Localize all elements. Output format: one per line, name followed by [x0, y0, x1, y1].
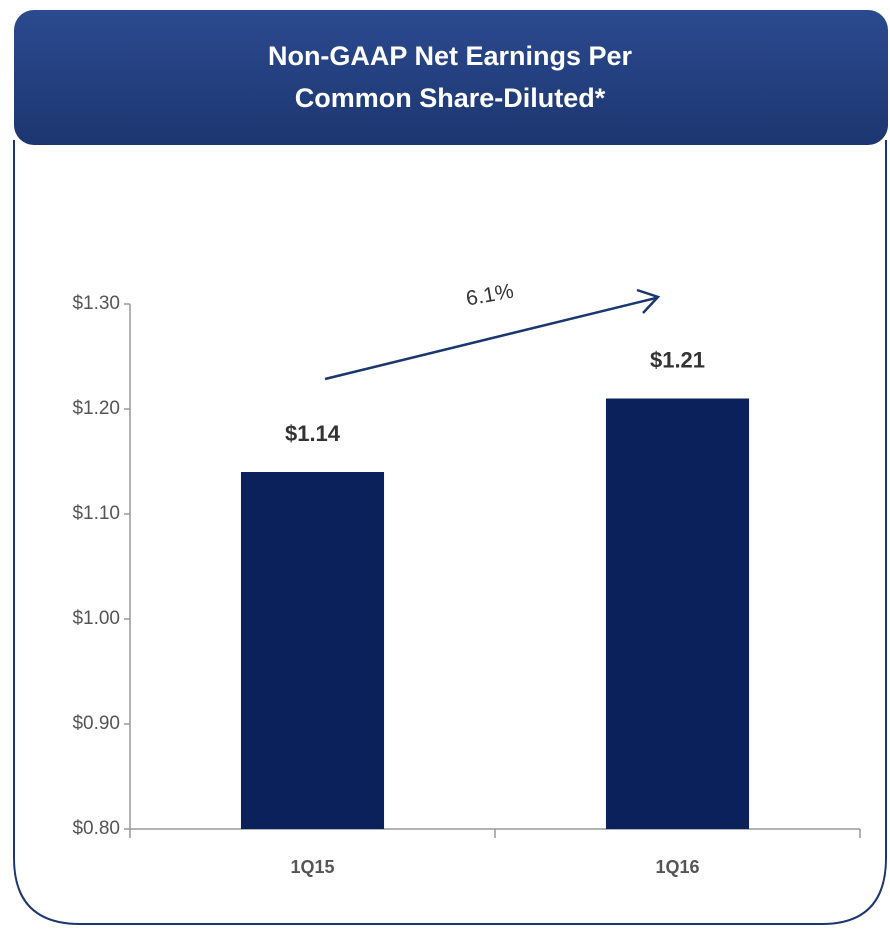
x-tick-label: 1Q15 — [290, 857, 334, 877]
chart-title: Common Share-Diluted* — [295, 83, 606, 113]
frame — [13, 140, 887, 925]
header — [14, 10, 888, 145]
value-label: $1.14 — [285, 421, 341, 446]
growth-arrow — [324, 296, 657, 381]
y-tick-label: $1.30 — [72, 293, 120, 314]
y-tick-label: $0.80 — [72, 818, 120, 839]
annotation: 6.1% — [464, 280, 515, 311]
y-tick-label: $0.90 — [72, 713, 120, 734]
value-label: $1.21 — [650, 347, 705, 372]
y-tick-label: $1.20 — [72, 398, 120, 419]
bar — [605, 398, 750, 829]
y-tick-label: $1.10 — [72, 503, 120, 524]
chart-title: Non-GAAP Net Earnings Per — [268, 41, 633, 71]
x-tick-label: 1Q16 — [655, 857, 699, 877]
y-tick-label: $1.00 — [72, 608, 120, 629]
bar — [240, 472, 385, 829]
arrow-head — [636, 288, 661, 314]
